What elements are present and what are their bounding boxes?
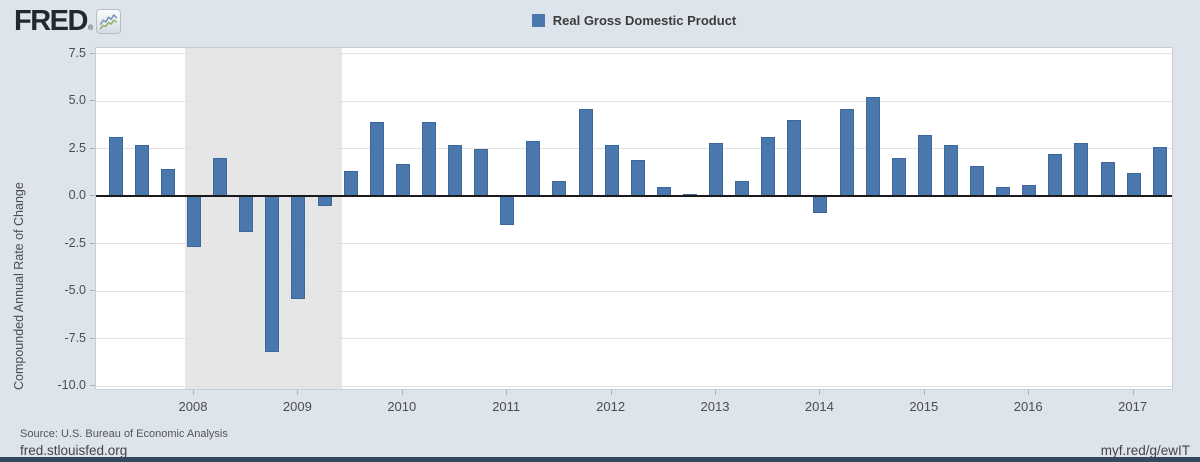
bar-2008-q4 (265, 196, 280, 352)
plot-area (95, 47, 1173, 390)
bar-2016-q3 (1074, 142, 1089, 196)
bar-2014-q1 (813, 196, 828, 214)
x-tick-label-2009: 2009 (282, 399, 312, 414)
fred-site-link[interactable]: fred.stlouisfed.org (20, 443, 128, 458)
bar-2011-q3 (552, 180, 567, 196)
zero-axis-line (96, 195, 1172, 197)
x-tick-mark-2017 (1132, 390, 1134, 395)
bar-2015-q1 (917, 135, 932, 196)
gridline-y-2.5 (96, 148, 1172, 149)
bar-2011-q2 (526, 140, 541, 196)
bar-2011-q1 (500, 196, 515, 225)
graph-short-link[interactable]: myf.red/g/ewIT (1100, 443, 1190, 458)
fred-logo[interactable]: FRED ® (14, 5, 122, 37)
y-tick-mark-0 (90, 195, 95, 196)
bar-2010-q3 (448, 144, 462, 196)
bar-2013-q2 (735, 180, 750, 196)
y-tick-mark-2.5 (90, 147, 95, 149)
bar-2015-q3 (970, 165, 984, 196)
line-chart-icon (96, 8, 122, 34)
y-tick-label--7.5: -7.5 (64, 330, 86, 345)
y-axis-title: Compounded Annual Rate of Change (12, 182, 26, 390)
y-tick-label--10: -10.0 (57, 378, 87, 392)
bar-2016-q4 (1100, 161, 1115, 196)
bar-2017-q2 (1152, 146, 1167, 196)
y-tick-label-7.5: 7.5 (68, 45, 86, 60)
bar-2012-q2 (630, 159, 645, 196)
legend-series-label[interactable]: Real Gross Domestic Product (552, 13, 737, 28)
bar-2009-q2 (317, 196, 332, 206)
bar-2008-q1 (187, 196, 201, 248)
source-note: Source: U.S. Bureau of Economic Analysis (20, 428, 228, 440)
gridline-y--2.5 (96, 243, 1172, 244)
gridline-y--10 (96, 385, 1172, 387)
x-tick-mark-2016 (1028, 390, 1030, 395)
y-tick-label-0: 0.0 (68, 188, 86, 202)
registered-trademark-symbol: ® (87, 25, 94, 32)
x-tick-label-2016: 2016 (1013, 399, 1043, 414)
x-tick-mark-2013 (715, 390, 716, 395)
x-tick-mark-2011 (506, 390, 508, 395)
bar-2013-q3 (761, 137, 776, 196)
x-tick-mark-2009 (297, 390, 299, 395)
bar-2017-q1 (1126, 173, 1141, 196)
legend-color-swatch (531, 14, 545, 27)
gridline-y-5 (96, 100, 1172, 102)
bar-2009-q4 (369, 121, 384, 196)
x-tick-mark-2012 (610, 390, 612, 395)
x-tick-label-2013: 2013 (700, 399, 730, 414)
bar-2007-q4 (160, 169, 175, 196)
bar-2012-q1 (604, 144, 619, 196)
y-tick-label--2.5: -2.5 (64, 235, 86, 250)
gridline-y-7.5 (96, 53, 1172, 54)
bar-2008-q3 (239, 196, 254, 233)
bar-2010-q2 (421, 121, 436, 196)
y-tick-mark--5 (90, 290, 95, 291)
bar-2014-q2 (839, 108, 854, 196)
y-tick-label-2.5: 2.5 (68, 140, 86, 155)
bar-2015-q2 (943, 144, 958, 196)
x-tick-mark-2010 (401, 390, 403, 395)
bar-2009-q1 (291, 196, 306, 299)
bar-2007-q3 (134, 144, 149, 196)
x-tick-label-2014: 2014 (804, 399, 834, 414)
x-tick-label-2010: 2010 (387, 399, 417, 414)
x-tick-label-2012: 2012 (596, 399, 626, 414)
x-tick-mark-2014 (819, 390, 821, 395)
x-tick-mark-2015 (923, 390, 925, 395)
bar-2010-q1 (395, 163, 410, 196)
fred-logo-text: FRED (14, 5, 88, 37)
recession-shading-band (185, 48, 342, 389)
x-tick-mark-2008 (193, 390, 194, 395)
bar-2014-q4 (891, 158, 906, 196)
chart-legend: Real Gross Domestic Product (95, 13, 1173, 28)
y-tick-label--5: -5.0 (64, 283, 86, 297)
x-tick-label-2011: 2011 (492, 399, 521, 414)
bar-2007-q2 (108, 137, 123, 196)
bar-2014-q3 (865, 97, 880, 196)
y-tick-mark--10 (90, 385, 95, 386)
bar-2009-q3 (343, 171, 358, 196)
bar-2016-q2 (1048, 154, 1063, 196)
bar-2008-q2 (213, 158, 228, 196)
gridline-y--5 (96, 290, 1172, 292)
y-tick-mark-7.5 (90, 52, 95, 54)
bottom-accent-strip (0, 457, 1200, 462)
gridline-y--7.5 (96, 338, 1172, 339)
x-tick-label-2008: 2008 (178, 399, 208, 414)
x-tick-label-2017: 2017 (1118, 399, 1148, 414)
y-tick-mark-5 (90, 100, 95, 101)
bar-2013-q4 (787, 120, 802, 196)
y-tick-label-5: 5.0 (68, 93, 86, 107)
y-tick-mark--2.5 (90, 242, 95, 244)
y-tick-mark--7.5 (90, 337, 95, 339)
x-tick-label-2015: 2015 (909, 399, 939, 414)
bar-2013-q1 (709, 142, 723, 196)
bar-2010-q4 (474, 148, 489, 196)
bar-2011-q4 (578, 108, 593, 196)
